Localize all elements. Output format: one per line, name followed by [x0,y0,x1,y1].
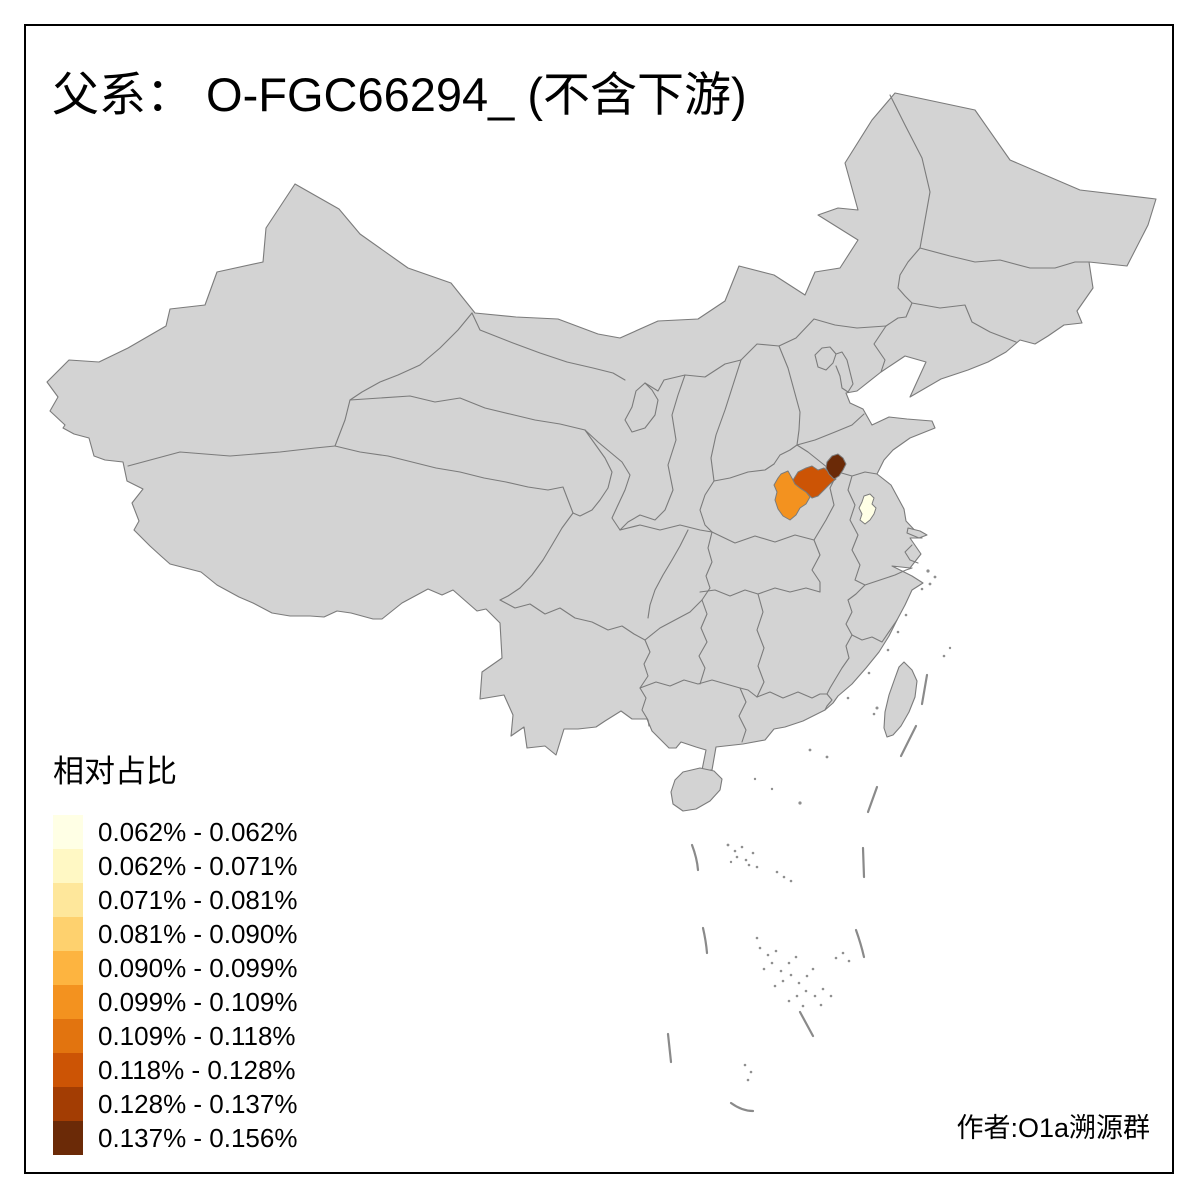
legend-row: 0.128% - 0.137% [53,1087,297,1121]
legend-swatch [53,849,83,883]
legend-label: 0.081% - 0.090% [98,918,298,949]
legend-swatch [53,985,83,1019]
legend-label: 0.128% - 0.137% [98,1088,298,1119]
border-tianjin [835,351,854,393]
legend-row: 0.062% - 0.071% [53,849,297,883]
province-borders [127,94,1090,743]
legend-swatch [53,883,83,917]
legend-swatch [53,1053,83,1087]
legend-swatch [53,1087,83,1121]
region-east-henan [792,465,837,499]
landmass [46,92,1157,812]
mainland-outline [46,92,1157,771]
legend-label: 0.109% - 0.118% [98,1020,296,1051]
legend-label: 0.062% - 0.062% [98,816,298,847]
legend-row: 0.109% - 0.118% [53,1019,297,1053]
legend-row: 0.062% - 0.062% [53,815,297,849]
legend-swatch [53,1121,83,1155]
legend-swatch [53,815,83,849]
legend-label: 0.062% - 0.071% [98,850,298,881]
author-credit: 作者:O1a溯源群 [956,1113,1150,1143]
legend-title: 相对占比 [53,754,177,789]
map-title: 父系： O-FGC66294_ (不含下游) [52,68,747,121]
legend-label: 0.071% - 0.081% [98,884,298,915]
region-north-jiangsu [858,493,877,525]
legend-swatch [53,917,83,951]
legend-row: 0.099% - 0.109% [53,985,297,1019]
legend-row: 0.137% - 0.156% [53,1121,297,1155]
island-taiwan [883,661,918,738]
nine-dash-line [666,673,929,1113]
legend-label: 0.090% - 0.099% [98,952,298,983]
legend-row: 0.071% - 0.081% [53,883,297,917]
legend-label: 0.137% - 0.156% [98,1122,298,1153]
highlighted-regions [773,453,877,525]
legend-row: 0.090% - 0.099% [53,951,297,985]
border-beijing [814,346,837,371]
legend-swatch [53,1019,83,1053]
region-southwest-shandong [825,453,847,480]
legend: 相对占比 0.062% - 0.062% 0.062% - 0.071% 0.071… [53,746,297,1155]
islet-dots [726,569,952,1082]
legend-label: 0.099% - 0.109% [98,986,298,1017]
island-hainan [670,767,723,812]
legend-row: 0.081% - 0.090% [53,917,297,951]
island-chongming [906,527,928,539]
legend-label: 0.118% - 0.128% [98,1054,296,1085]
legend-row: 0.118% - 0.128% [53,1053,297,1087]
legend-rows: 0.062% - 0.062% 0.062% - 0.071% 0.071% - 0… [53,815,297,1155]
legend-swatch [53,951,83,985]
